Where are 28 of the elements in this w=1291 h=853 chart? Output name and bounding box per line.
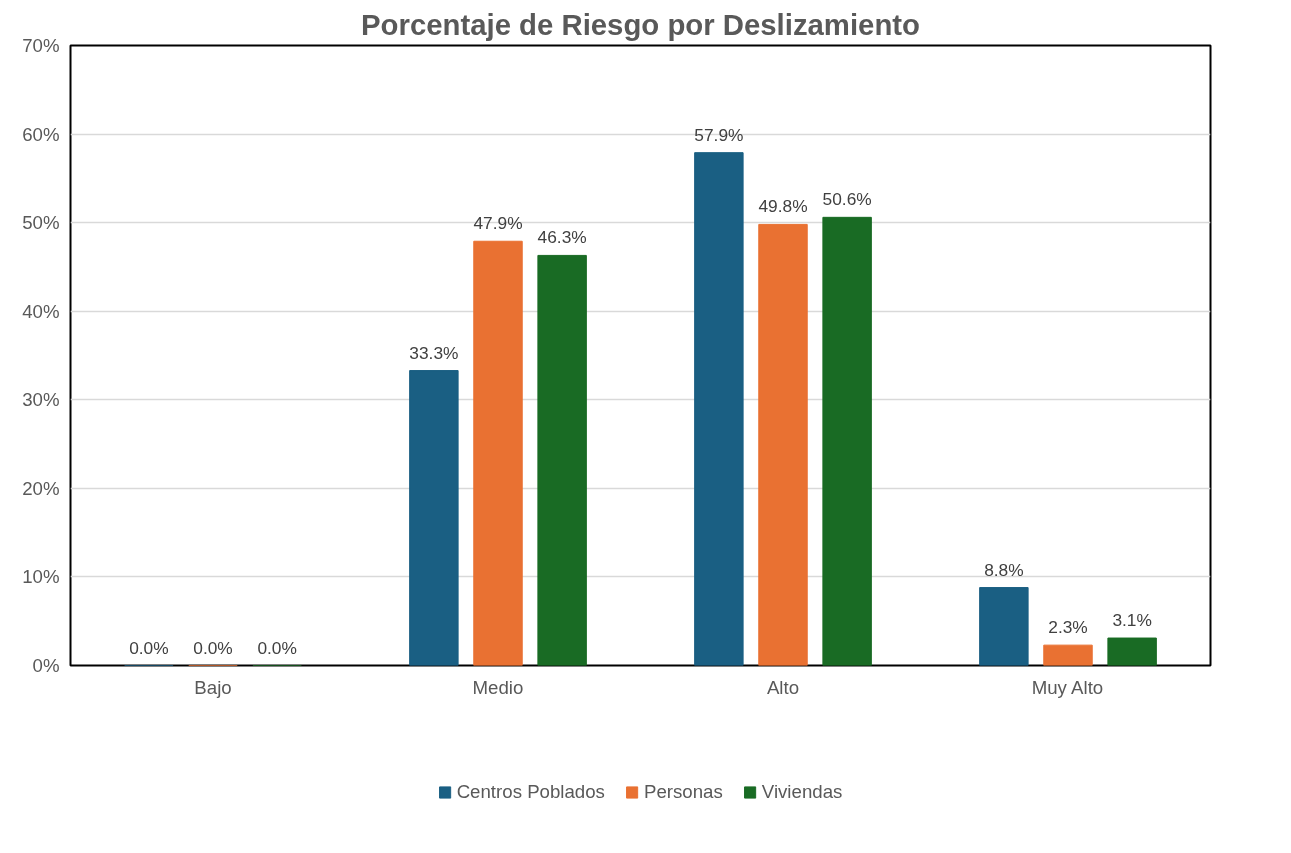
y-tick-label: 70% <box>22 35 60 56</box>
y-tick-label: 0% <box>32 655 60 676</box>
y-tick-label: 20% <box>22 477 60 499</box>
y-tick-label: 30% <box>22 389 60 411</box>
data-label: 50.6% <box>822 189 872 210</box>
data-label: 0.0% <box>193 637 233 658</box>
y-tick-label: 40% <box>22 300 60 322</box>
x-tick-label: Medio <box>472 676 524 698</box>
data-label: 46.3% <box>537 227 587 248</box>
data-label: 8.8% <box>984 559 1024 580</box>
data-label: 49.8% <box>758 196 808 217</box>
x-tick-label: Muy Alto <box>1031 676 1104 698</box>
data-label: 0.0% <box>129 637 169 658</box>
data-label: 57.9% <box>694 124 744 145</box>
x-tick-label: Alto <box>766 676 800 698</box>
data-label: 3.1% <box>1112 610 1152 631</box>
chart-title: Porcentaje de Riesgo por Deslizamiento <box>360 7 921 41</box>
data-label: 33.3% <box>409 342 459 363</box>
x-tick-label: Bajo <box>194 676 232 698</box>
legend-label: Viviendas <box>761 781 843 803</box>
legend-label: Personas <box>643 781 723 803</box>
y-tick-label: 60% <box>22 123 60 145</box>
y-tick-label: 50% <box>22 212 60 234</box>
data-label: 2.3% <box>1048 617 1088 638</box>
legend-label: Centros Poblados <box>456 781 605 803</box>
y-tick-label: 10% <box>22 566 60 588</box>
data-label: 0.0% <box>257 637 297 658</box>
data-label: 47.9% <box>473 213 523 234</box>
